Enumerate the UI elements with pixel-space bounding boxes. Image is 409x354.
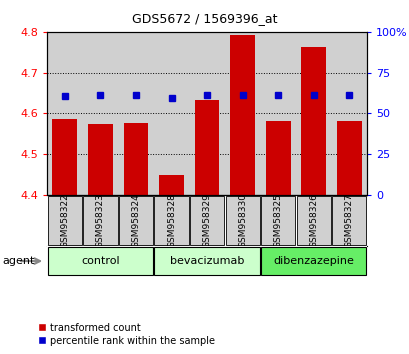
Bar — [118, 32, 153, 195]
Legend: transformed count, percentile rank within the sample: transformed count, percentile rank withi… — [38, 323, 215, 346]
FancyBboxPatch shape — [261, 196, 294, 245]
Bar — [88, 124, 112, 195]
FancyBboxPatch shape — [189, 196, 224, 245]
Text: GSM958324: GSM958324 — [131, 193, 140, 248]
Text: GSM958322: GSM958322 — [60, 193, 69, 248]
FancyBboxPatch shape — [296, 196, 330, 245]
Text: GSM958326: GSM958326 — [308, 193, 317, 248]
FancyBboxPatch shape — [48, 196, 82, 245]
FancyBboxPatch shape — [154, 196, 188, 245]
Bar — [330, 32, 366, 195]
Text: bevacizumab: bevacizumab — [169, 256, 244, 266]
FancyBboxPatch shape — [261, 247, 365, 275]
FancyBboxPatch shape — [331, 196, 365, 245]
FancyBboxPatch shape — [48, 247, 153, 275]
Text: GDS5672 / 1569396_at: GDS5672 / 1569396_at — [132, 12, 277, 25]
Bar — [83, 32, 118, 195]
Text: GSM958325: GSM958325 — [273, 193, 282, 248]
Bar — [159, 175, 184, 195]
Text: GSM958329: GSM958329 — [202, 193, 211, 248]
Bar — [295, 32, 330, 195]
FancyBboxPatch shape — [225, 196, 259, 245]
Text: control: control — [81, 256, 119, 266]
Bar — [123, 124, 148, 195]
Bar — [52, 119, 77, 195]
Bar — [189, 32, 224, 195]
Text: GSM958328: GSM958328 — [166, 193, 175, 248]
Text: GSM958323: GSM958323 — [96, 193, 105, 248]
Text: GSM958327: GSM958327 — [344, 193, 353, 248]
Bar — [153, 32, 189, 195]
Bar — [229, 35, 254, 195]
FancyBboxPatch shape — [154, 247, 259, 275]
Bar — [301, 47, 325, 195]
FancyBboxPatch shape — [83, 196, 117, 245]
Bar — [194, 100, 219, 195]
Bar — [336, 121, 361, 195]
Bar — [47, 32, 83, 195]
Text: GSM958330: GSM958330 — [238, 193, 247, 248]
FancyBboxPatch shape — [119, 196, 153, 245]
Text: agent: agent — [2, 256, 34, 266]
Text: dibenzazepine: dibenzazepine — [272, 256, 353, 266]
Bar — [260, 32, 295, 195]
Bar — [265, 121, 290, 195]
Bar — [224, 32, 260, 195]
